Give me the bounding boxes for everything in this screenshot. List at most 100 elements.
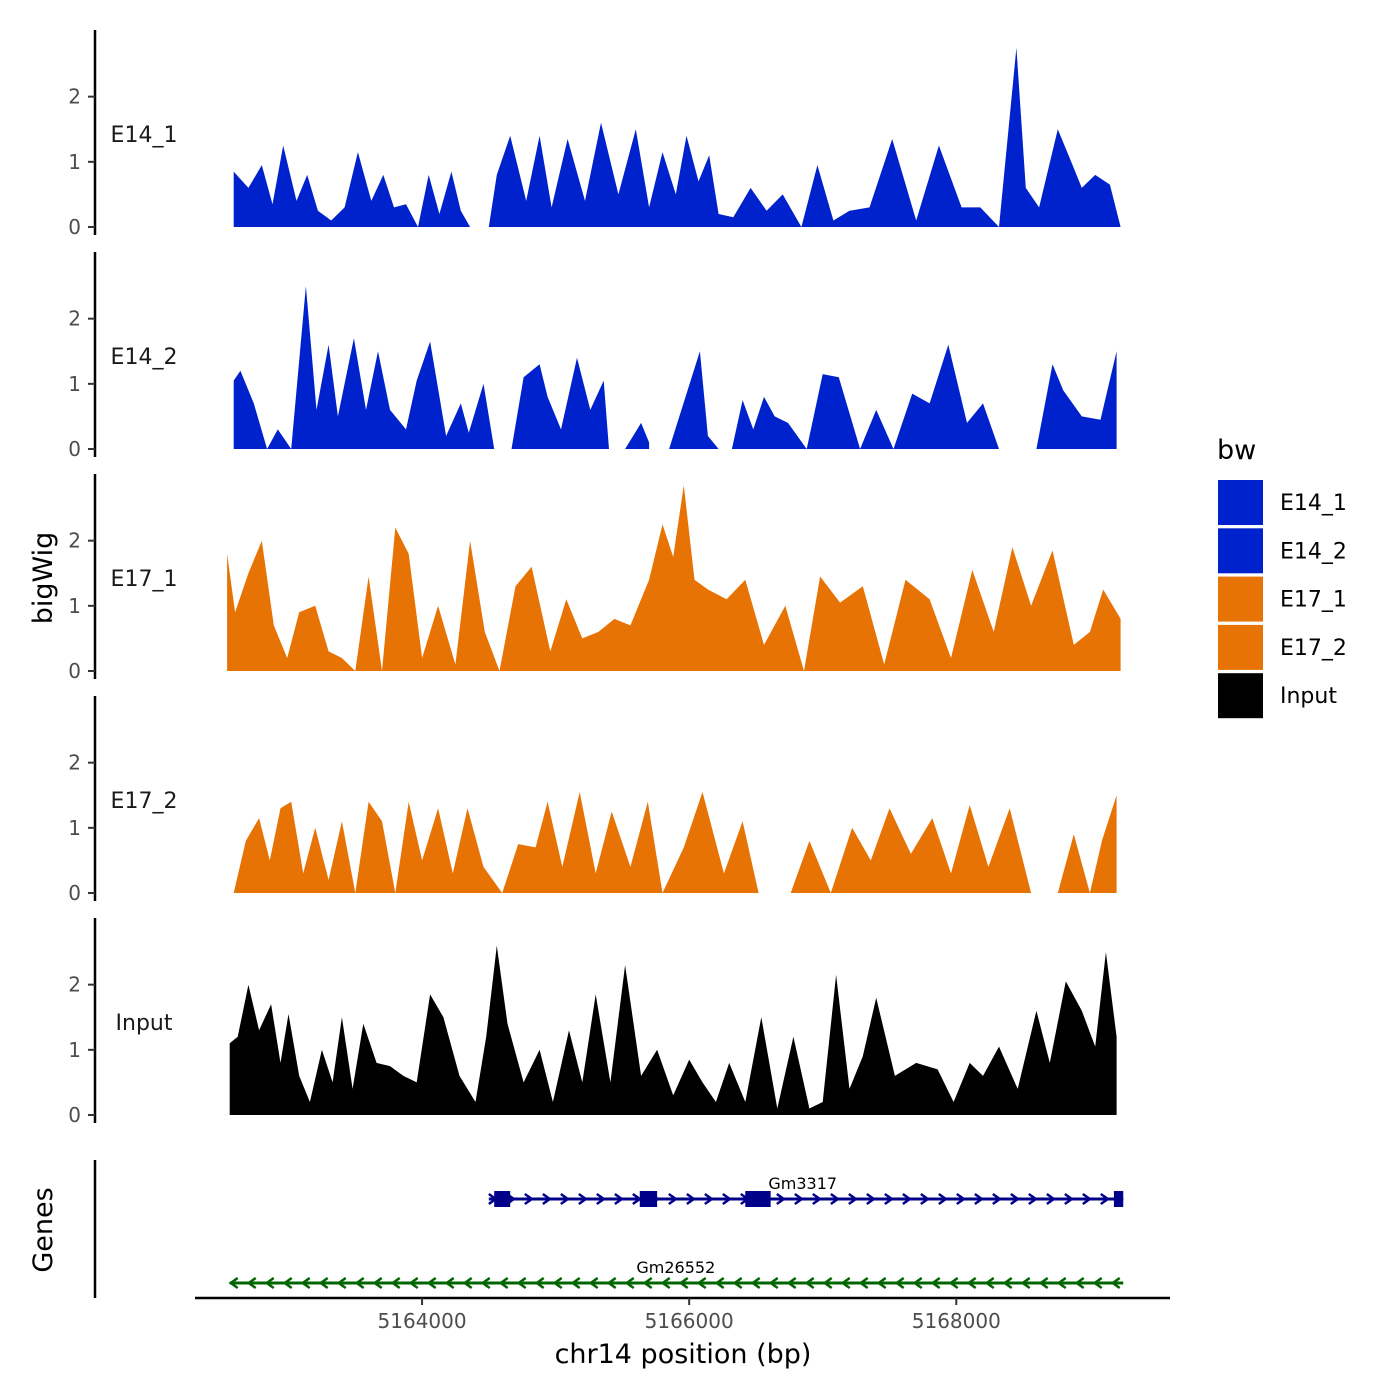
strand-arrow (974, 1192, 984, 1206)
strand-arrow (956, 1192, 966, 1206)
y-tick-label: 2 (68, 85, 81, 109)
y-tick-label: 0 (68, 437, 81, 461)
strand-arrow (876, 1276, 887, 1290)
y-tick-label: 2 (68, 973, 81, 997)
y-tick-label: 1 (68, 372, 81, 396)
area-E14_1-segment (488, 47, 1121, 227)
strand-arrow (750, 1276, 761, 1290)
track-E17_1: 0 1 2 E17_1 (68, 474, 1121, 683)
y-tick-label: 0 (68, 881, 81, 905)
strand-arrow (840, 1276, 851, 1290)
strand-arrow (930, 1276, 941, 1290)
exon (494, 1191, 511, 1207)
strand-arrow (948, 1276, 959, 1290)
strand-arrow (1002, 1276, 1013, 1290)
strand-arrow (570, 1276, 581, 1290)
legend-label-Input: Input (1280, 684, 1337, 709)
strand-arrow (408, 1276, 419, 1290)
strand-arrow (992, 1192, 1002, 1206)
area-E14_1-segment (233, 145, 471, 227)
x-tick-label: 5164000 (378, 1309, 467, 1333)
track-E17_2: 0 1 2 E17_2 (68, 696, 1117, 905)
strand-arrow (776, 1192, 786, 1206)
track-label-E17_1: E17_1 (111, 567, 178, 592)
strand-arrow (300, 1276, 311, 1290)
strand-arrow (642, 1276, 653, 1290)
strand-arrow (246, 1276, 257, 1290)
y-tick-label: 0 (68, 215, 81, 239)
strand-arrow (542, 1192, 552, 1206)
strand-arrow (596, 1192, 606, 1206)
legend-key-E17_1 (1218, 576, 1263, 622)
strand-arrow (938, 1192, 948, 1206)
strand-arrow (1100, 1192, 1110, 1206)
strand-arrow (1074, 1276, 1085, 1290)
strand-arrow (884, 1192, 894, 1206)
strand-arrow (830, 1192, 840, 1206)
strand-arrow (686, 1192, 696, 1206)
area-Input-segment (229, 945, 1117, 1115)
legend-key-E17_2 (1218, 624, 1263, 670)
y-tick-label: 1 (68, 594, 81, 618)
x-tick-label: 5168000 (912, 1309, 1001, 1333)
y-tick-label: 2 (68, 751, 81, 775)
strand-arrow (1092, 1276, 1103, 1290)
strand-arrow (894, 1276, 905, 1290)
strand-arrow (624, 1276, 635, 1290)
area-E14_2-segment (669, 351, 719, 449)
strand-arrow (560, 1192, 570, 1206)
strand-arrow (318, 1276, 329, 1290)
strand-arrow (516, 1276, 527, 1290)
track-label-Input: Input (116, 1011, 173, 1036)
strand-arrow (426, 1276, 437, 1290)
y-tick-label: 0 (68, 1103, 81, 1127)
strand-arrow (768, 1276, 779, 1290)
strand-arrow (704, 1192, 714, 1206)
strand-arrow (228, 1276, 239, 1290)
legend-label-E14_2: E14_2 (1280, 539, 1347, 564)
strand-arrow (678, 1276, 689, 1290)
track-E14_1: 0 1 2 E14_1 (68, 30, 1121, 239)
strand-arrow (462, 1276, 473, 1290)
strand-arrow (614, 1192, 624, 1206)
exon (745, 1191, 771, 1207)
strand-arrow (372, 1276, 383, 1290)
strand-arrow (264, 1276, 275, 1290)
strand-arrow (1056, 1276, 1067, 1290)
strand-arrow (812, 1192, 822, 1206)
strand-arrow (920, 1192, 930, 1206)
strand-arrow (722, 1192, 732, 1206)
track-label-E17_2: E17_2 (111, 789, 178, 814)
strand-arrow (848, 1192, 858, 1206)
y-tick-label: 1 (68, 150, 81, 174)
strand-arrow (552, 1276, 563, 1290)
y-tick-label: 0 (68, 659, 81, 683)
area-E17_2-segment (790, 805, 1032, 893)
strand-arrow (444, 1276, 455, 1290)
strand-arrow (588, 1276, 599, 1290)
strand-arrow (1082, 1192, 1092, 1206)
gene-label: Gm3317 (768, 1174, 837, 1193)
y-tick-label: 2 (68, 307, 81, 331)
legend-title: bw (1217, 435, 1256, 466)
area-E17_2-segment (1057, 795, 1117, 893)
area-E14_2-segment (731, 344, 999, 449)
gene-label: Gm26552 (636, 1258, 715, 1277)
gene-track: Gm3317 Gm26552 (93, 1160, 1124, 1298)
legend-key-E14_2 (1218, 528, 1263, 574)
gene-Gm3317: Gm3317 (488, 1174, 1124, 1207)
legend: bw E14_1 E14_2 E17_1 E17_2 Input (1217, 435, 1347, 719)
legend-key-E14_1 (1218, 480, 1263, 525)
y-tick-label: 2 (68, 529, 81, 553)
y-axis-title: bigWig (28, 532, 59, 625)
strand-arrow (794, 1192, 804, 1206)
strand-arrow (696, 1276, 707, 1290)
strand-arrow (912, 1276, 923, 1290)
strand-arrow (714, 1276, 725, 1290)
exon (1113, 1191, 1124, 1207)
strand-arrow (578, 1192, 588, 1206)
area-E14_2-segment (233, 286, 495, 449)
strand-arrow (480, 1276, 491, 1290)
strand-arrow (660, 1276, 671, 1290)
track-E14_2: 0 1 2 E14_2 (68, 252, 1117, 461)
